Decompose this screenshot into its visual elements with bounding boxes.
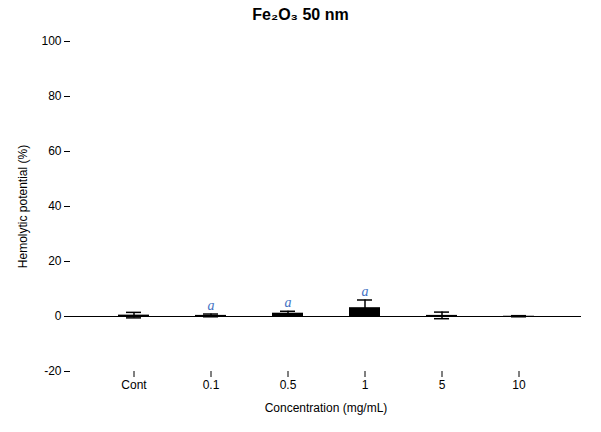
svg-text:60: 60 [48,144,62,158]
svg-text:-20: -20 [44,364,62,378]
svg-text:Hemolytic potential (%): Hemolytic potential (%) [16,145,30,268]
svg-text:0.5: 0.5 [280,378,297,392]
svg-text:10: 10 [512,378,526,392]
svg-text:5: 5 [439,378,446,392]
svg-text:1: 1 [362,378,369,392]
svg-text:a: a [208,298,215,313]
svg-text:40: 40 [48,199,62,213]
svg-text:Concentration (mg/mL): Concentration (mg/mL) [265,401,388,415]
svg-text:0.1: 0.1 [203,378,220,392]
svg-text:Cont: Cont [121,378,147,392]
svg-text:80: 80 [48,89,62,103]
html-text:Fe₂O₃ 50 nm: Fe₂O₃ 50 nm [252,6,349,23]
svg-text:20: 20 [48,254,62,268]
svg-text:a: a [362,284,369,299]
svg-text:100: 100 [41,34,61,48]
svg-text:a: a [285,295,292,310]
svg-text:0: 0 [55,309,62,323]
